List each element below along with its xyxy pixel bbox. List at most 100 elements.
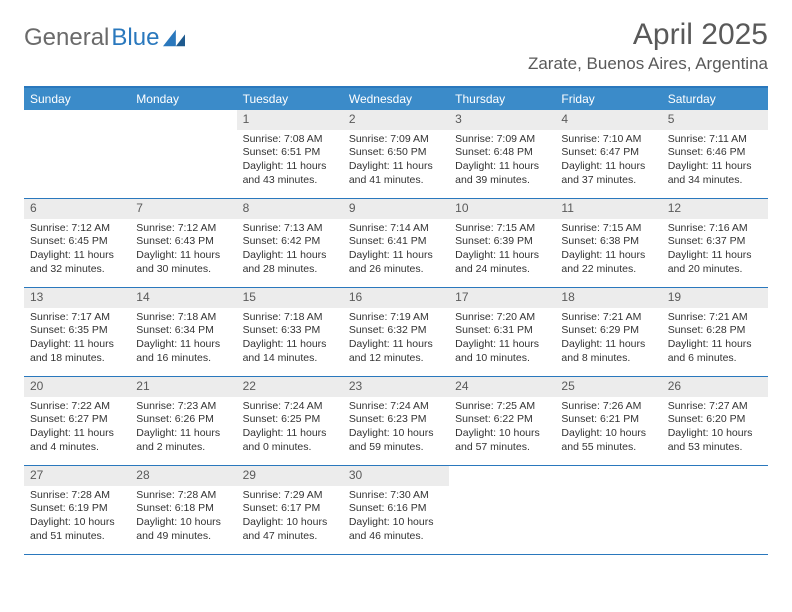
- sunset-line: Sunset: 6:25 PM: [243, 413, 337, 427]
- day-detail: Sunrise: 7:11 AMSunset: 6:46 PMDaylight:…: [662, 130, 768, 193]
- sunrise-line: Sunrise: 7:28 AM: [136, 489, 230, 503]
- day-detail: Sunrise: 7:12 AMSunset: 6:43 PMDaylight:…: [130, 219, 236, 282]
- week-row: 20Sunrise: 7:22 AMSunset: 6:27 PMDayligh…: [24, 377, 768, 466]
- daylight-line: Daylight: 11 hours and 16 minutes.: [136, 338, 230, 365]
- date-number: 2: [343, 110, 449, 130]
- day-detail: Sunrise: 7:15 AMSunset: 6:39 PMDaylight:…: [449, 219, 555, 282]
- weeks-container: 1Sunrise: 7:08 AMSunset: 6:51 PMDaylight…: [24, 110, 768, 555]
- date-number: 30: [343, 466, 449, 486]
- day-detail: Sunrise: 7:21 AMSunset: 6:28 PMDaylight:…: [662, 308, 768, 371]
- day-cell: 2Sunrise: 7:09 AMSunset: 6:50 PMDaylight…: [343, 110, 449, 198]
- sunset-line: Sunset: 6:43 PM: [136, 235, 230, 249]
- sunset-line: Sunset: 6:35 PM: [30, 324, 124, 338]
- logo-text-blue: Blue: [111, 24, 159, 52]
- sunrise-line: Sunrise: 7:12 AM: [136, 222, 230, 236]
- sunrise-line: Sunrise: 7:24 AM: [349, 400, 443, 414]
- sunset-line: Sunset: 6:19 PM: [30, 502, 124, 516]
- sunset-line: Sunset: 6:32 PM: [349, 324, 443, 338]
- sunset-line: Sunset: 6:22 PM: [455, 413, 549, 427]
- day-cell: 25Sunrise: 7:26 AMSunset: 6:21 PMDayligh…: [555, 377, 661, 465]
- day-cell: 18Sunrise: 7:21 AMSunset: 6:29 PMDayligh…: [555, 288, 661, 376]
- day-detail: Sunrise: 7:26 AMSunset: 6:21 PMDaylight:…: [555, 397, 661, 460]
- day-detail: Sunrise: 7:20 AMSunset: 6:31 PMDaylight:…: [449, 308, 555, 371]
- date-number: 29: [237, 466, 343, 486]
- day-detail: Sunrise: 7:28 AMSunset: 6:18 PMDaylight:…: [130, 486, 236, 549]
- day-cell: 24Sunrise: 7:25 AMSunset: 6:22 PMDayligh…: [449, 377, 555, 465]
- sunset-line: Sunset: 6:18 PM: [136, 502, 230, 516]
- calendar-page: General Blue April 2025 Zarate, Buenos A…: [0, 0, 792, 573]
- date-number: 11: [555, 199, 661, 219]
- daylight-line: Daylight: 10 hours and 53 minutes.: [668, 427, 762, 454]
- day-detail: Sunrise: 7:12 AMSunset: 6:45 PMDaylight:…: [24, 219, 130, 282]
- date-number: 5: [662, 110, 768, 130]
- day-detail: Sunrise: 7:10 AMSunset: 6:47 PMDaylight:…: [555, 130, 661, 193]
- week-row: 1Sunrise: 7:08 AMSunset: 6:51 PMDaylight…: [24, 110, 768, 199]
- day-cell: 14Sunrise: 7:18 AMSunset: 6:34 PMDayligh…: [130, 288, 236, 376]
- sunrise-line: Sunrise: 7:26 AM: [561, 400, 655, 414]
- sunset-line: Sunset: 6:31 PM: [455, 324, 549, 338]
- day-cell: 28Sunrise: 7:28 AMSunset: 6:18 PMDayligh…: [130, 466, 236, 554]
- day-cell: 20Sunrise: 7:22 AMSunset: 6:27 PMDayligh…: [24, 377, 130, 465]
- date-number: 24: [449, 377, 555, 397]
- day-detail: Sunrise: 7:18 AMSunset: 6:34 PMDaylight:…: [130, 308, 236, 371]
- dayname-monday: Monday: [130, 88, 236, 110]
- date-number: 3: [449, 110, 555, 130]
- daylight-line: Daylight: 11 hours and 0 minutes.: [243, 427, 337, 454]
- day-cell: 7Sunrise: 7:12 AMSunset: 6:43 PMDaylight…: [130, 199, 236, 287]
- daylight-line: Daylight: 10 hours and 51 minutes.: [30, 516, 124, 543]
- daylight-line: Daylight: 10 hours and 55 minutes.: [561, 427, 655, 454]
- daylight-line: Daylight: 11 hours and 22 minutes.: [561, 249, 655, 276]
- daylight-line: Daylight: 11 hours and 2 minutes.: [136, 427, 230, 454]
- date-number: 21: [130, 377, 236, 397]
- day-detail: Sunrise: 7:21 AMSunset: 6:29 PMDaylight:…: [555, 308, 661, 371]
- sunrise-line: Sunrise: 7:21 AM: [668, 311, 762, 325]
- date-number: 25: [555, 377, 661, 397]
- day-detail: Sunrise: 7:27 AMSunset: 6:20 PMDaylight:…: [662, 397, 768, 460]
- sunrise-line: Sunrise: 7:12 AM: [30, 222, 124, 236]
- day-cell: 29Sunrise: 7:29 AMSunset: 6:17 PMDayligh…: [237, 466, 343, 554]
- sunrise-line: Sunrise: 7:09 AM: [349, 133, 443, 147]
- daylight-line: Daylight: 10 hours and 59 minutes.: [349, 427, 443, 454]
- day-cell: 5Sunrise: 7:11 AMSunset: 6:46 PMDaylight…: [662, 110, 768, 198]
- sunrise-line: Sunrise: 7:28 AM: [30, 489, 124, 503]
- sunset-line: Sunset: 6:46 PM: [668, 146, 762, 160]
- sunrise-line: Sunrise: 7:20 AM: [455, 311, 549, 325]
- day-detail: Sunrise: 7:19 AMSunset: 6:32 PMDaylight:…: [343, 308, 449, 371]
- empty-cell: [449, 466, 555, 554]
- day-cell: 6Sunrise: 7:12 AMSunset: 6:45 PMDaylight…: [24, 199, 130, 287]
- date-number: 12: [662, 199, 768, 219]
- sunset-line: Sunset: 6:26 PM: [136, 413, 230, 427]
- date-number: 10: [449, 199, 555, 219]
- day-cell: 8Sunrise: 7:13 AMSunset: 6:42 PMDaylight…: [237, 199, 343, 287]
- empty-cell: [130, 110, 236, 198]
- day-cell: 22Sunrise: 7:24 AMSunset: 6:25 PMDayligh…: [237, 377, 343, 465]
- sunrise-line: Sunrise: 7:27 AM: [668, 400, 762, 414]
- daylight-line: Daylight: 10 hours and 47 minutes.: [243, 516, 337, 543]
- date-number: 13: [24, 288, 130, 308]
- date-number: 16: [343, 288, 449, 308]
- date-number: 1: [237, 110, 343, 130]
- sunset-line: Sunset: 6:33 PM: [243, 324, 337, 338]
- sunrise-line: Sunrise: 7:23 AM: [136, 400, 230, 414]
- day-cell: 11Sunrise: 7:15 AMSunset: 6:38 PMDayligh…: [555, 199, 661, 287]
- day-detail: Sunrise: 7:22 AMSunset: 6:27 PMDaylight:…: [24, 397, 130, 460]
- sunset-line: Sunset: 6:34 PM: [136, 324, 230, 338]
- daylight-line: Daylight: 11 hours and 24 minutes.: [455, 249, 549, 276]
- sunrise-line: Sunrise: 7:15 AM: [561, 222, 655, 236]
- week-row: 6Sunrise: 7:12 AMSunset: 6:45 PMDaylight…: [24, 199, 768, 288]
- date-number: 28: [130, 466, 236, 486]
- daylight-line: Daylight: 11 hours and 41 minutes.: [349, 160, 443, 187]
- sunset-line: Sunset: 6:42 PM: [243, 235, 337, 249]
- date-number: 18: [555, 288, 661, 308]
- day-detail: Sunrise: 7:28 AMSunset: 6:19 PMDaylight:…: [24, 486, 130, 549]
- daylight-line: Daylight: 11 hours and 14 minutes.: [243, 338, 337, 365]
- dayname-sunday: Sunday: [24, 88, 130, 110]
- sunrise-line: Sunrise: 7:11 AM: [668, 133, 762, 147]
- day-cell: 27Sunrise: 7:28 AMSunset: 6:19 PMDayligh…: [24, 466, 130, 554]
- dayname-friday: Friday: [555, 88, 661, 110]
- sunset-line: Sunset: 6:20 PM: [668, 413, 762, 427]
- day-detail: Sunrise: 7:18 AMSunset: 6:33 PMDaylight:…: [237, 308, 343, 371]
- day-cell: 21 Sunrise: 7:23 AMSunset: 6:26 PMDayligh…: [130, 377, 236, 465]
- dayname-tuesday: Tuesday: [237, 88, 343, 110]
- dayname-thursday: Thursday: [449, 88, 555, 110]
